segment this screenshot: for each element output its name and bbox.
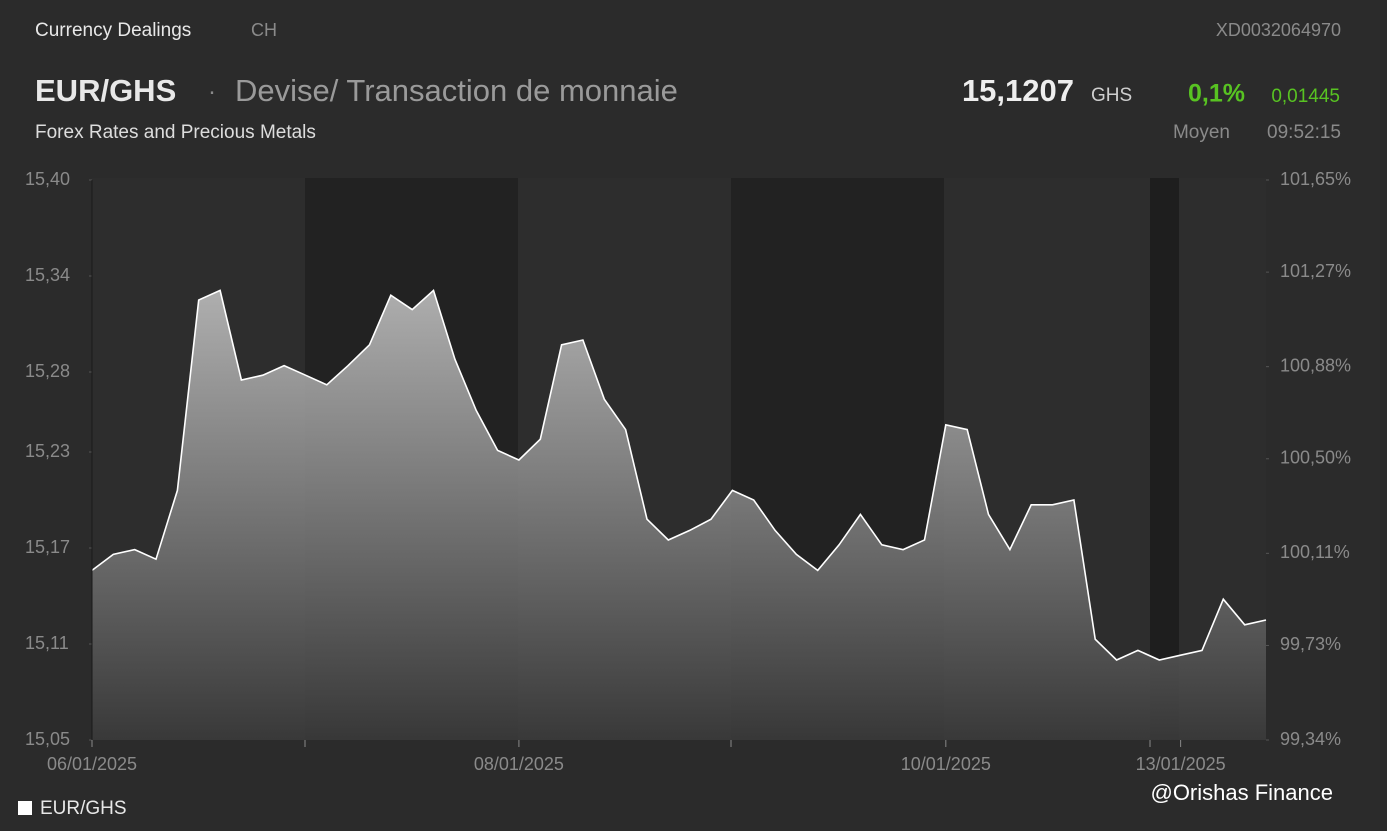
- legend-swatch: [18, 801, 32, 815]
- y2-tick-label: 101,27%: [1280, 261, 1351, 281]
- session-band: [1150, 178, 1179, 740]
- isin: XD0032064970: [1216, 20, 1341, 40]
- y-tick-label: 15,23: [25, 441, 70, 461]
- y-tick-label: 15,05: [25, 729, 70, 749]
- y-tick-label: 15,11: [25, 633, 69, 653]
- area: [92, 290, 1266, 740]
- price-type: Moyen: [1173, 122, 1230, 143]
- change-abs: 0,01445: [1271, 86, 1340, 107]
- y-tick-label: 15,17: [25, 537, 70, 557]
- pair: EUR/GHS: [35, 73, 176, 108]
- description: Devise/ Transaction de monnaie: [235, 73, 678, 108]
- y-tick-label: 15,34: [25, 265, 70, 285]
- x-tick-label: 10/01/2025: [901, 754, 991, 774]
- market: Forex Rates and Precious Metals: [35, 122, 316, 143]
- currency: GHS: [1091, 85, 1132, 106]
- y2-tick-label: 99,73%: [1280, 634, 1341, 654]
- legend-label: EUR/GHS: [40, 798, 127, 819]
- line: [91, 288, 1267, 661]
- y-tick-label: 15,28: [25, 361, 70, 381]
- y-tick-label: 15,40: [25, 169, 70, 189]
- country: CH: [251, 20, 277, 40]
- change-pct: 0,1%: [1188, 80, 1245, 108]
- time: 09:52:15: [1267, 122, 1341, 143]
- y2-tick-label: 100,88%: [1280, 355, 1351, 375]
- x-tick-label: 06/01/2025: [47, 754, 137, 774]
- watermark: @Orishas Finance: [1150, 780, 1333, 805]
- separator: ·: [208, 78, 216, 105]
- x-tick-label: 13/01/2025: [1136, 754, 1226, 774]
- price: 15,1207: [962, 73, 1074, 108]
- y2-tick-label: 101,65%: [1280, 169, 1351, 189]
- y2-tick-label: 100,50%: [1280, 448, 1351, 468]
- y2-tick-label: 100,11%: [1280, 542, 1350, 562]
- x-tick-label: 08/01/2025: [474, 754, 564, 774]
- section: Currency Dealings: [35, 20, 191, 41]
- y2-tick-label: 99,34%: [1280, 729, 1341, 749]
